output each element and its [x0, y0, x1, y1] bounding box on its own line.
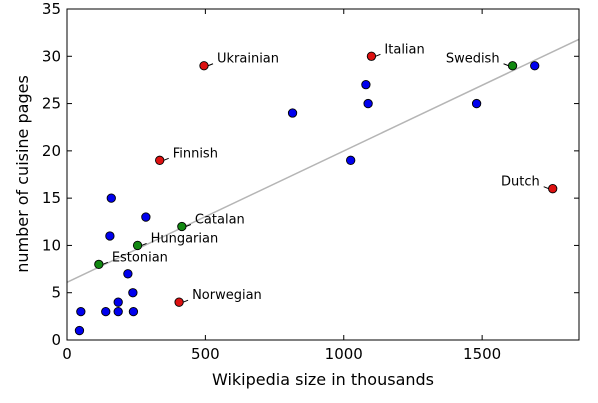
point-label-20: Dutch [501, 175, 540, 190]
data-point-8 [105, 231, 115, 241]
label-connector-20 [543, 186, 549, 190]
data-point-4 [128, 306, 139, 317]
y-tick-label-4: 20 [42, 142, 61, 160]
label-connector-17 [207, 63, 214, 67]
point-label-25: Estonian [112, 250, 168, 265]
y-tick-label-6: 30 [42, 47, 61, 65]
point-label-19: Finnish [173, 146, 218, 161]
data-point-7 [123, 269, 133, 279]
x-tick-label-0: 0 [62, 345, 72, 363]
data-point-0 [74, 325, 85, 336]
data-point-14 [363, 98, 373, 109]
y-tick-label-2: 10 [42, 236, 61, 254]
data-point-25 [94, 259, 104, 269]
label-connector-25 [102, 261, 109, 265]
data-point-19 [155, 155, 165, 165]
label-connector-24 [141, 242, 147, 246]
x-tick-label-3: 1500 [463, 345, 501, 363]
point-label-18: Italian [384, 42, 424, 57]
data-point-12 [346, 155, 356, 165]
data-point-2 [101, 306, 111, 317]
data-point-20 [548, 184, 558, 194]
label-connector-18 [375, 53, 381, 57]
data-point-13 [361, 80, 371, 90]
point-label-23: Catalan [195, 213, 245, 228]
x-axis-label: Wikipedia size in thousands [212, 370, 434, 389]
point-label-17: Ukrainian [217, 52, 279, 67]
data-point-1 [76, 306, 86, 317]
plot-frame [66, 8, 580, 341]
label-connector-19 [163, 157, 169, 161]
data-point-11 [287, 108, 298, 118]
data-point-3 [113, 306, 123, 317]
y-tick-label-5: 25 [42, 95, 61, 113]
data-point-23 [177, 221, 187, 232]
trend-line [66, 38, 580, 283]
data-point-21 [174, 297, 184, 307]
x-tick-label-2: 1000 [325, 345, 363, 363]
label-connector-22 [503, 63, 509, 67]
data-point-10 [141, 212, 151, 222]
y-tick-label-1: 5 [51, 284, 61, 302]
data-point-17 [199, 61, 209, 71]
point-label-21: Norwegian [192, 288, 262, 303]
data-point-16 [530, 61, 540, 71]
y-tick-label-3: 15 [42, 189, 61, 207]
label-connector-23 [185, 224, 192, 227]
y-tick-label-7: 35 [42, 0, 61, 18]
y-axis-label: number of cuisine pages [13, 75, 32, 273]
data-point-24 [132, 240, 143, 251]
data-point-5 [113, 297, 123, 307]
y-tick-label-0: 0 [51, 331, 61, 349]
data-point-9 [106, 193, 116, 203]
data-point-22 [507, 61, 518, 71]
data-point-18 [366, 51, 377, 61]
data-point-6 [128, 288, 138, 298]
data-point-15 [471, 98, 482, 109]
point-label-24: Hungarian [151, 231, 219, 246]
x-tick-label-1: 500 [191, 345, 220, 363]
point-label-22: Swedish [446, 52, 500, 67]
label-connector-21 [182, 299, 189, 303]
